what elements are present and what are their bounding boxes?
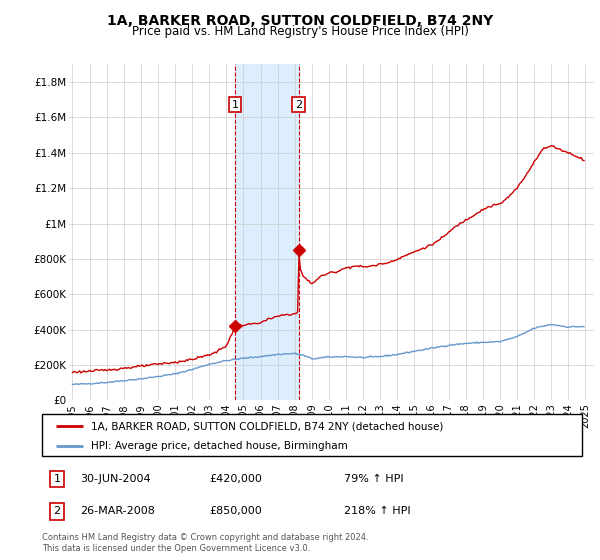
Text: 1: 1 xyxy=(232,100,238,110)
Text: £420,000: £420,000 xyxy=(209,474,262,484)
Text: 1A, BARKER ROAD, SUTTON COLDFIELD, B74 2NY (detached house): 1A, BARKER ROAD, SUTTON COLDFIELD, B74 2… xyxy=(91,421,443,431)
Text: 1: 1 xyxy=(53,474,61,484)
Text: Contains HM Land Registry data © Crown copyright and database right 2024.
This d: Contains HM Land Registry data © Crown c… xyxy=(42,533,368,553)
Text: 218% ↑ HPI: 218% ↑ HPI xyxy=(344,506,411,516)
Text: 2: 2 xyxy=(53,506,61,516)
Text: Price paid vs. HM Land Registry's House Price Index (HPI): Price paid vs. HM Land Registry's House … xyxy=(131,25,469,38)
Text: £850,000: £850,000 xyxy=(209,506,262,516)
Text: 26-MAR-2008: 26-MAR-2008 xyxy=(80,506,155,516)
Text: 30-JUN-2004: 30-JUN-2004 xyxy=(80,474,151,484)
Text: 79% ↑ HPI: 79% ↑ HPI xyxy=(344,474,404,484)
Text: HPI: Average price, detached house, Birmingham: HPI: Average price, detached house, Birm… xyxy=(91,441,347,451)
Text: 2: 2 xyxy=(295,100,302,110)
Bar xyxy=(235,64,299,400)
Text: 1A, BARKER ROAD, SUTTON COLDFIELD, B74 2NY: 1A, BARKER ROAD, SUTTON COLDFIELD, B74 2… xyxy=(107,14,493,28)
